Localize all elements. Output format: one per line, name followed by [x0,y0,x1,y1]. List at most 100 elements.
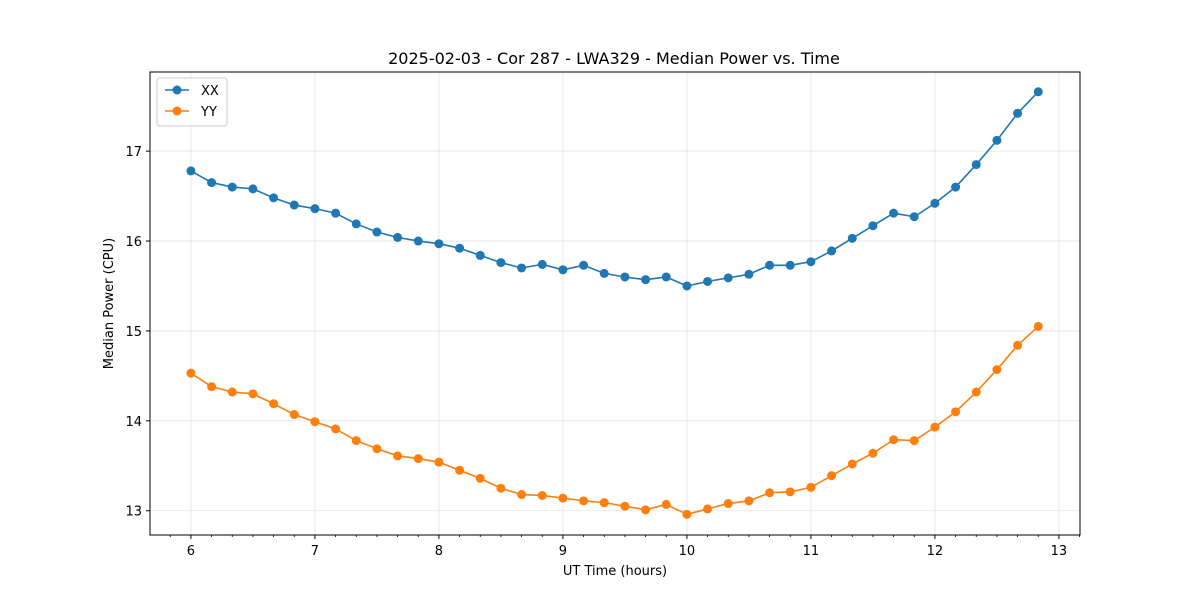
data-point-yy [351,436,361,446]
data-point-yy [785,487,795,497]
data-point-xx [723,273,733,283]
data-point-xx [599,268,609,278]
data-point-yy [393,451,403,461]
axis-ticks: 6 7 8 9 10 11 12 13 13 14 15 16 17 [125,145,1080,559]
data-point-yy [372,444,382,454]
x-tick-label: 11 [803,544,820,559]
data-point-xx [703,276,713,286]
data-point-yy [475,473,485,483]
data-point-xx [310,204,320,214]
data-point-xx [847,233,857,243]
legend-marker-yy [172,106,182,116]
data-point-yy [537,490,547,500]
data-point-yy [496,483,506,493]
data-point-xx [372,227,382,237]
data-point-yy [517,490,527,500]
x-tick-label: 6 [187,544,195,559]
grid [150,72,1080,535]
data-point-yy [951,407,961,417]
x-tick-label: 13 [1051,544,1068,559]
data-point-xx [558,265,568,275]
data-point-yy [310,417,320,427]
data-point-yy [765,488,775,498]
y-tick-label: 13 [125,505,142,520]
data-point-xx [351,219,361,229]
data-point-xx [517,263,527,273]
data-point-yy [971,387,981,397]
data-point-yy [806,482,816,492]
data-point-yy [579,496,589,506]
data-point-xx [951,182,961,192]
data-point-xx [269,193,279,203]
data-point-yy [1033,321,1043,331]
legend-marker-xx [172,85,182,95]
data-point-yy [744,496,754,506]
data-point-xx [661,272,671,282]
data-point-xx [682,281,692,291]
data-point-yy [331,424,341,434]
data-point-yy [703,504,713,514]
data-point-xx [413,236,423,246]
x-tick-label: 10 [679,544,696,559]
data-point-yy [661,499,671,509]
x-tick-label: 7 [311,544,319,559]
data-point-xx [620,272,630,282]
chart-title: 2025-02-03 - Cor 287 - LWA329 - Median P… [388,49,840,68]
data-point-xx [785,260,795,270]
y-axis-label: Median Power (CPU) [102,238,117,369]
data-point-yy [289,410,299,420]
data-point-yy [186,368,196,378]
data-point-yy [909,436,919,446]
data-point-yy [930,422,940,432]
data-point-xx [765,260,775,270]
data-point-xx [971,160,981,170]
data-point-yy [248,389,258,399]
y-tick-label: 14 [125,415,142,430]
data-point-xx [641,275,651,285]
data-point-xx [207,178,217,188]
x-tick-label: 9 [559,544,567,559]
data-point-yy [558,493,568,503]
series-line-xx [190,91,1039,287]
data-point-xx [827,246,837,256]
data-point-xx [930,198,940,208]
data-point-yy [1013,340,1023,350]
data-point-yy [868,448,878,458]
data-point-yy [827,471,837,481]
data-point-xx [889,208,899,218]
data-point-xx [331,208,341,218]
plot-frame [149,71,1081,536]
y-tick-label: 17 [125,145,142,160]
data-point-xx [579,260,589,270]
y-tick-label: 15 [125,325,142,340]
legend-label-xx: XX [201,84,219,99]
data-point-yy [413,454,423,464]
data-point-xx [455,243,465,253]
data-point-xx [868,221,878,231]
data-point-xx [434,239,444,249]
data-point-xx [806,257,816,267]
data-point-xx [909,212,919,222]
data-point-yy [889,435,899,445]
data-point-yy [455,465,465,475]
data-point-yy [434,457,444,467]
x-tick-label: 12 [927,544,944,559]
data-point-yy [227,387,237,397]
data-point-xx [186,166,196,176]
legend-label-yy: YY [200,105,217,120]
data-point-yy [723,499,733,509]
data-point-yy [682,509,692,519]
data-point-yy [992,365,1002,375]
data-point-xx [744,269,754,279]
data-point-xx [992,135,1002,145]
data-point-yy [641,505,651,515]
x-tick-label: 8 [435,544,443,559]
x-axis-label: UT Time (hours) [563,564,667,579]
data-point-yy [847,459,857,469]
data-point-xx [289,200,299,210]
data-point-xx [393,232,403,242]
data-point-xx [1033,87,1043,97]
data-point-yy [207,382,217,392]
data-point-yy [620,501,630,511]
